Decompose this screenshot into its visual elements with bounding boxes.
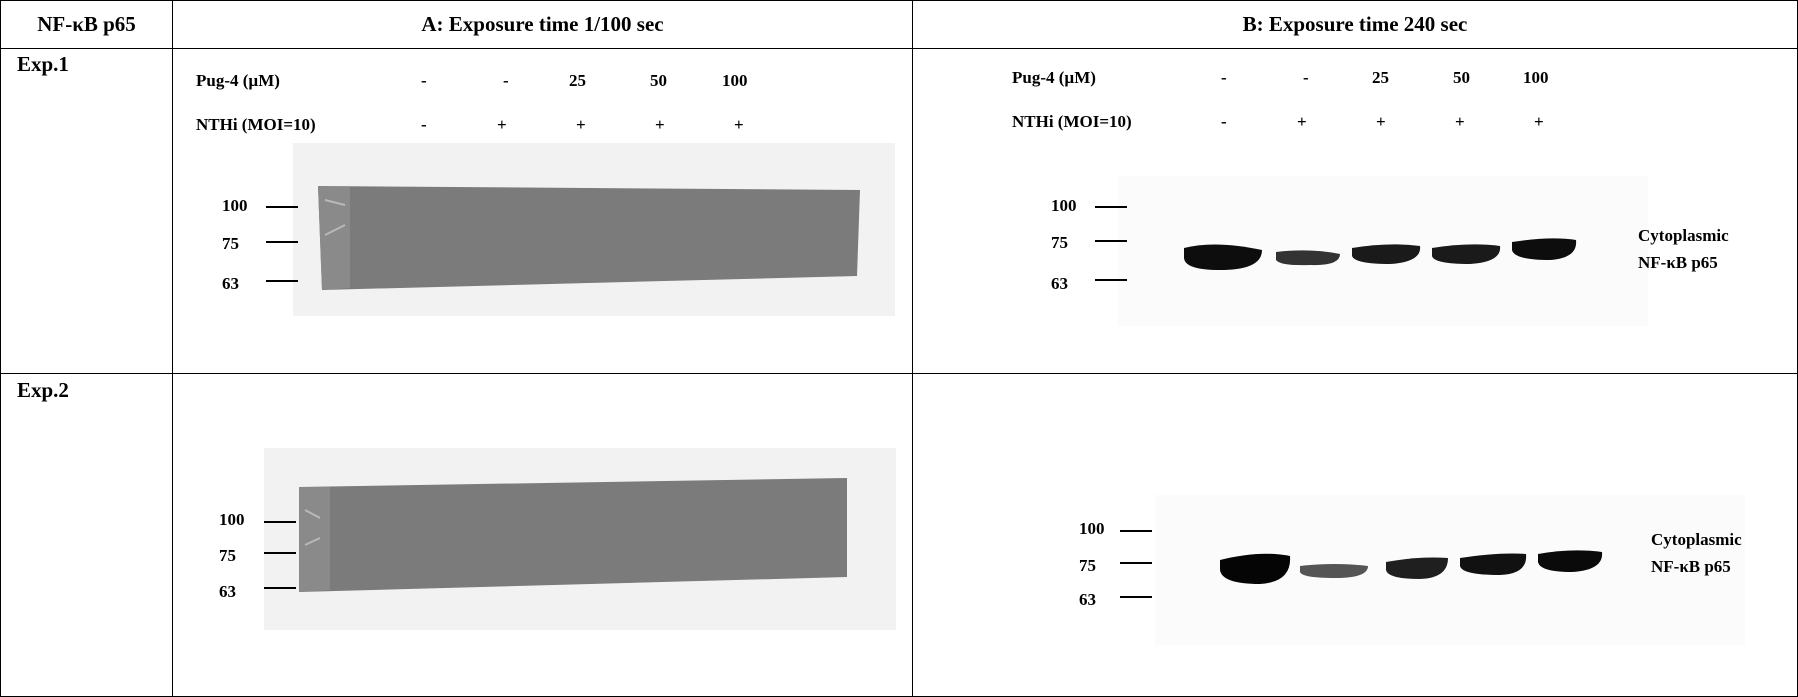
tick-75-e1a xyxy=(266,241,298,243)
row1-label-cell xyxy=(0,48,173,374)
nthi-val-b-3: + xyxy=(1376,112,1386,131)
row2-label-cell xyxy=(0,373,173,697)
band-lane3 xyxy=(1276,250,1340,266)
nthi-val-a-1: - xyxy=(421,115,427,134)
nthi-label-b: NTHi (MOI=10) xyxy=(1012,112,1132,131)
marker-63-e2b: 63 xyxy=(1079,590,1096,609)
marker-75-e1b: 75 xyxy=(1051,233,1068,252)
nthi-val-a-2: + xyxy=(497,115,507,134)
tick-63-e2a xyxy=(264,587,296,589)
pug-val-a-5: 100 xyxy=(722,71,748,90)
blot-exp1-a xyxy=(293,143,895,316)
marker-100-e2a: 100 xyxy=(219,510,245,529)
pug-val-a-1: - xyxy=(421,71,427,90)
header-col-a: A: Exposure time 1/100 sec xyxy=(421,12,664,36)
nthi-val-a-5: + xyxy=(734,115,744,134)
band-label-exp1: Cytoplasmic NF-κB p65 xyxy=(1638,222,1729,276)
band-label-exp1-l1: Cytoplasmic xyxy=(1638,226,1729,245)
band-label-exp2: Cytoplasmic NF-κB p65 xyxy=(1651,526,1742,580)
band-lane6 xyxy=(1512,238,1577,260)
tick-100-e2a xyxy=(264,521,296,523)
tick-63-e1a xyxy=(266,280,298,282)
row-label-exp2: Exp.2 xyxy=(17,378,69,402)
row-label-exp1: Exp.1 xyxy=(17,52,69,76)
header-col-b: B: Exposure time 240 sec xyxy=(1242,12,1468,36)
band2-lane6 xyxy=(1538,550,1603,572)
pug-val-b-3: 25 xyxy=(1372,68,1389,87)
tick-100-e2b xyxy=(1120,530,1152,532)
band2-lane4 xyxy=(1386,557,1448,579)
tick-75-e2b xyxy=(1120,562,1152,564)
band-label-exp2-l2: NF-κB p65 xyxy=(1651,557,1731,576)
nthi-val-a-4: + xyxy=(655,115,665,134)
tick-63-e1b xyxy=(1095,279,1127,281)
nthi-val-b-1: - xyxy=(1221,112,1227,131)
nthi-label-a: NTHi (MOI=10) xyxy=(196,115,316,134)
header-col-a-cell: A: Exposure time 1/100 sec xyxy=(172,0,913,49)
blot-exp1-b xyxy=(1118,176,1648,326)
pug-val-b-2: - xyxy=(1303,68,1309,87)
blot-exp2-a xyxy=(264,448,896,630)
band-label-exp1-l2: NF-κB p65 xyxy=(1638,253,1718,272)
pug-val-b-5: 100 xyxy=(1523,68,1549,87)
band-lane2 xyxy=(1184,244,1262,270)
pug-val-a-2: - xyxy=(503,71,509,90)
tick-63-e2b xyxy=(1120,596,1152,598)
marker-100-e1a: 100 xyxy=(222,196,248,215)
marker-63-e1b: 63 xyxy=(1051,274,1068,293)
header-corner: NF-κB p65 xyxy=(37,12,136,36)
band-lane4 xyxy=(1352,244,1421,264)
pug-val-a-4: 50 xyxy=(650,71,667,90)
tick-75-e1b xyxy=(1095,240,1127,242)
nthi-val-b-2: + xyxy=(1297,112,1307,131)
pug-val-a-3: 25 xyxy=(569,71,586,90)
tick-75-e2a xyxy=(264,552,296,554)
pug-label-a: Pug-4 (µM) xyxy=(196,71,280,90)
tick-100-e1a xyxy=(266,206,298,208)
band2-lane5 xyxy=(1460,553,1527,575)
marker-100-e1b: 100 xyxy=(1051,196,1077,215)
marker-100-e2b: 100 xyxy=(1079,519,1105,538)
header-col-b-cell: B: Exposure time 240 sec xyxy=(912,0,1798,49)
tick-100-e1b xyxy=(1095,206,1127,208)
header-corner-cell: NF-κB p65 xyxy=(0,0,173,49)
band-lane5 xyxy=(1432,244,1501,264)
marker-75-e2b: 75 xyxy=(1079,556,1096,575)
row2-a-cell xyxy=(172,373,913,697)
nthi-val-a-3: + xyxy=(576,115,586,134)
blot-exp2-b xyxy=(1155,495,1745,645)
marker-63-e1a: 63 xyxy=(222,274,239,293)
pug-val-b-1: - xyxy=(1221,68,1227,87)
row1-b-cell xyxy=(912,48,1798,374)
nthi-val-b-5: + xyxy=(1534,112,1544,131)
marker-63-e2a: 63 xyxy=(219,582,236,601)
pug-val-b-4: 50 xyxy=(1453,68,1470,87)
band2-lane3 xyxy=(1300,564,1368,578)
marker-75-e2a: 75 xyxy=(219,546,236,565)
band2-lane2 xyxy=(1220,553,1291,584)
marker-75-e1a: 75 xyxy=(222,234,239,253)
band-label-exp2-l1: Cytoplasmic xyxy=(1651,530,1742,549)
nthi-val-b-4: + xyxy=(1455,112,1465,131)
pug-label-b: Pug-4 (µM) xyxy=(1012,68,1096,87)
row1-a-cell xyxy=(172,48,913,374)
